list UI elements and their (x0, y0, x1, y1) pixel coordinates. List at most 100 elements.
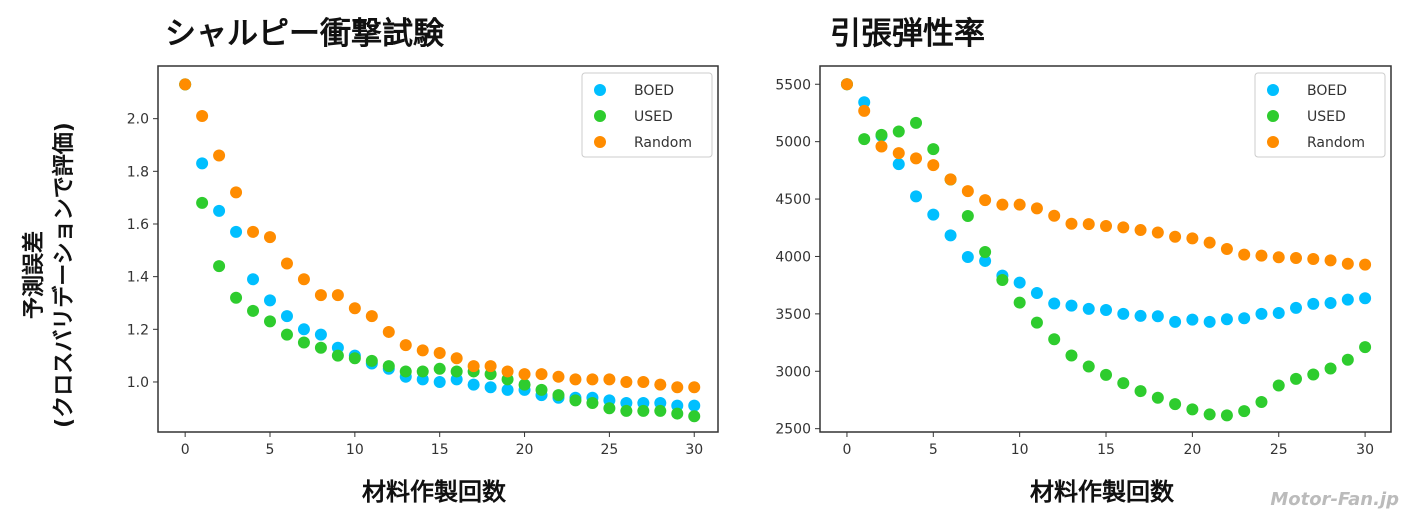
data-point-boed (688, 399, 701, 412)
data-point-boed (1203, 315, 1216, 328)
y-tick-label: 1.2 (127, 322, 149, 338)
data-point-boed (1048, 297, 1061, 310)
data-point-used (450, 365, 463, 378)
x-axis-label-tensile: 材料作製回数 (1030, 478, 1174, 506)
data-point-used (910, 116, 923, 129)
data-point-used (382, 360, 395, 373)
data-point-random (1117, 221, 1130, 234)
data-point-random (450, 352, 463, 365)
data-point-boed (1030, 286, 1043, 299)
data-point-used (247, 304, 260, 317)
x-axis-label-charpy: 材料作製回数 (362, 478, 506, 506)
data-point-random (1065, 217, 1078, 230)
data-point-used (671, 407, 684, 420)
data-point-used (892, 125, 905, 138)
data-point-boed (213, 204, 226, 217)
data-point-used (1030, 316, 1043, 329)
legend-box (581, 72, 713, 158)
x-tick-label: 30 (1356, 442, 1374, 458)
legend-label: USED (1307, 109, 1346, 125)
series-random (840, 78, 1372, 271)
data-point-used (1220, 409, 1233, 422)
data-point-used (264, 315, 276, 328)
data-point-random (331, 289, 344, 302)
data-point-random (1013, 198, 1026, 211)
data-point-boed (230, 225, 243, 238)
data-point-boed (927, 208, 940, 221)
legend-marker (1267, 84, 1279, 96)
data-point-used (961, 210, 974, 223)
data-point-random (1030, 202, 1043, 215)
data-point-random (297, 273, 310, 286)
data-point-random (518, 368, 531, 381)
data-point-used (1169, 398, 1182, 411)
x-tick-label: 10 (346, 442, 364, 458)
y-tick-label: 1.8 (127, 164, 149, 180)
data-point-random (433, 347, 446, 360)
data-point-used (875, 128, 888, 141)
data-point-random (1203, 236, 1216, 249)
data-point-used (620, 404, 633, 417)
data-point-used (1203, 408, 1216, 421)
data-point-used (1048, 333, 1061, 346)
data-point-random (1100, 220, 1113, 233)
data-point-used (927, 143, 940, 156)
data-point-used (996, 273, 1009, 286)
data-point-boed (1169, 315, 1182, 328)
data-point-random (569, 373, 582, 386)
data-point-boed (1082, 302, 1095, 315)
series-random (179, 78, 701, 394)
x-tick-label: 15 (1097, 442, 1115, 458)
data-point-random (1134, 224, 1147, 237)
data-point-used (1238, 405, 1251, 418)
data-point-boed (910, 190, 923, 203)
data-point-used (1272, 379, 1285, 392)
y-tick-label: 5000 (775, 135, 811, 151)
y-tick-label: 3500 (775, 307, 811, 323)
data-point-boed (1290, 301, 1303, 314)
data-point-used (1013, 296, 1026, 309)
data-point-boed (1307, 297, 1320, 310)
data-point-random (1272, 251, 1285, 264)
data-point-random (264, 231, 276, 244)
data-point-boed (1359, 292, 1372, 305)
legend-box (1254, 72, 1386, 158)
legend-label: USED (634, 109, 673, 125)
data-point-used (1134, 385, 1147, 398)
data-point-boed (501, 383, 514, 396)
data-point-used (348, 352, 361, 365)
data-point-used (230, 291, 243, 304)
data-point-random (671, 381, 684, 394)
data-point-random (416, 344, 429, 357)
data-point-used (518, 378, 531, 391)
data-point-random (501, 365, 514, 378)
data-point-random (213, 149, 226, 162)
data-point-boed (1151, 310, 1164, 323)
x-tick-label: 25 (600, 442, 618, 458)
data-point-boed (484, 381, 497, 394)
data-point-random (603, 373, 616, 386)
data-point-used (654, 404, 667, 417)
data-point-boed (1324, 296, 1337, 309)
data-point-random (484, 360, 497, 373)
data-point-random (1255, 249, 1268, 262)
data-point-random (196, 110, 209, 123)
legend-label: Random (634, 135, 692, 151)
legend-marker (1267, 136, 1279, 148)
x-tick-label: 20 (516, 442, 534, 458)
data-point-boed (433, 375, 446, 388)
data-point-boed (1341, 293, 1354, 306)
data-point-used (603, 402, 616, 415)
data-point-random (1290, 251, 1303, 264)
data-point-used (365, 354, 378, 367)
legend-label: BOED (1307, 83, 1347, 99)
data-point-used (569, 394, 582, 407)
data-point-used (688, 410, 701, 423)
data-point-boed (1013, 276, 1026, 289)
data-point-boed (944, 229, 957, 242)
data-point-random (1238, 248, 1251, 261)
data-point-boed (314, 328, 327, 341)
data-point-used (297, 336, 310, 349)
data-point-used (586, 397, 599, 410)
data-point-used (979, 245, 992, 258)
